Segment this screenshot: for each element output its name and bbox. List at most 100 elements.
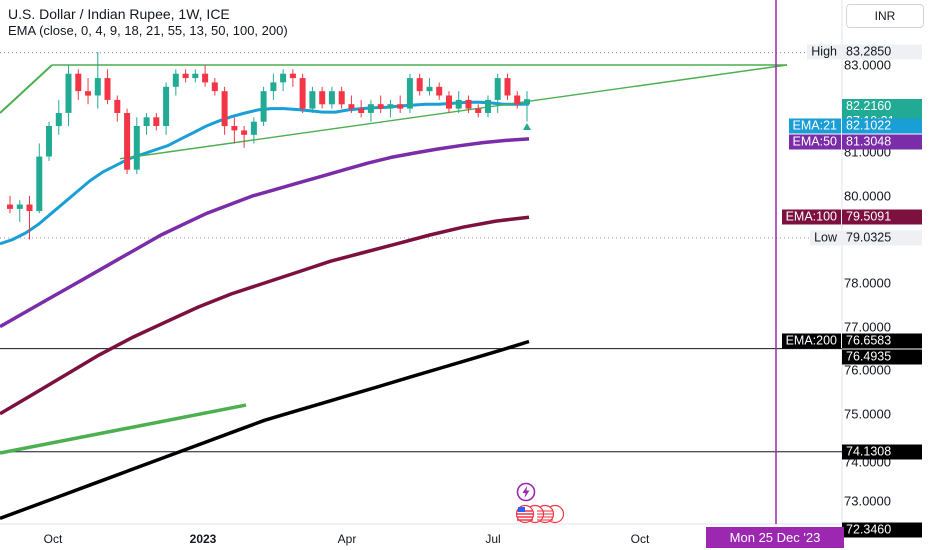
price-tag-value: 76.6583 [842, 333, 922, 349]
trendline-lower[interactable] [0, 403, 247, 455]
price-tag-label: EMA:200 [781, 333, 841, 349]
candle [406, 73, 413, 113]
candle [55, 99, 62, 135]
candle [260, 86, 267, 127]
candle [75, 69, 82, 100]
price-tick: 78.0000 [844, 275, 891, 291]
candle [358, 99, 365, 118]
candle [250, 117, 257, 144]
candle [65, 65, 72, 127]
candle [241, 126, 248, 148]
candle [153, 112, 160, 131]
ema-50-line[interactable] [0, 137, 530, 329]
candle [514, 91, 521, 109]
ema-21-line[interactable] [0, 100, 530, 246]
price-tag-label: High [807, 44, 841, 60]
candle [397, 95, 404, 113]
candle [163, 82, 170, 135]
price-tag-label: Low [810, 230, 841, 246]
price-tick: 80.0000 [844, 188, 891, 204]
candle [289, 69, 296, 87]
candle [377, 95, 384, 113]
ema-lines [0, 100, 530, 521]
price-tick: 77.0000 [844, 319, 891, 335]
time-label-2023: 2023 [189, 532, 217, 546]
candle [436, 82, 443, 100]
price-tick: 73.0000 [844, 493, 891, 509]
signal-triangle-icon[interactable] [523, 123, 531, 130]
us-flag-events-icon[interactable] [511, 504, 567, 524]
price-tag-value: 81.3048 [842, 134, 922, 150]
candle [280, 69, 287, 92]
price-tag-value: 82.1022 [842, 118, 922, 134]
last-price: 82.2160 [846, 99, 892, 113]
candle [426, 78, 433, 96]
price-tag-value: 72.3460 [842, 522, 922, 537]
time-label-jul: Jul [485, 532, 501, 546]
candle [202, 65, 209, 87]
candle [7, 195, 13, 214]
candle [46, 121, 52, 161]
time-label-oct: Oct [43, 532, 63, 546]
candle [328, 86, 335, 109]
time-label-apr: Apr [337, 532, 357, 546]
price-tag-value: 74.1308 [842, 444, 922, 460]
crosshair-time-badge: Mon 25 Dec '23 [706, 527, 844, 548]
currency-button[interactable]: INR [846, 4, 924, 28]
candle [221, 86, 228, 135]
ema-200-line[interactable] [0, 339, 530, 521]
candle [348, 95, 355, 113]
candle [309, 86, 316, 113]
candle [485, 95, 491, 118]
ema-100-line[interactable] [0, 215, 530, 416]
price-tag-label: EMA:100 [781, 209, 841, 225]
candle [367, 99, 374, 122]
candle [455, 91, 462, 113]
trendline-rising-support[interactable] [119, 64, 788, 160]
price-tag-label: EMA:21 [788, 118, 841, 134]
candle [94, 51, 101, 109]
trendline-left-rise[interactable] [0, 64, 53, 114]
trendlines[interactable] [0, 64, 788, 455]
price-tick: 83.0000 [844, 57, 891, 73]
candle [172, 69, 179, 96]
price-tag-value: 83.2850 [842, 44, 922, 60]
symbol-title[interactable]: U.S. Dollar / Indian Rupee, 1W, ICE [8, 6, 230, 22]
price-tag-value: 76.4935 [842, 349, 922, 365]
candle [104, 69, 111, 105]
candle [338, 86, 345, 109]
candle [211, 78, 218, 96]
horizontal-levels [0, 348, 842, 453]
candle [446, 91, 452, 113]
candles [7, 51, 530, 240]
candle [231, 117, 238, 144]
candle [319, 86, 326, 109]
price-tag-value: 79.5091 [842, 209, 922, 225]
candle [475, 104, 482, 118]
candle [124, 108, 131, 174]
candle [494, 73, 501, 113]
candle [465, 95, 472, 113]
candle [524, 91, 530, 122]
candle [270, 73, 277, 100]
candle [26, 195, 33, 240]
candle [85, 78, 91, 105]
price-tick: 76.0000 [844, 362, 891, 378]
lightning-icon[interactable] [514, 482, 538, 502]
price-tag-value: 79.0325 [842, 230, 922, 246]
indicator-legend[interactable]: EMA (close, 0, 4, 9, 18, 21, 55, 13, 50,… [8, 23, 288, 38]
time-label-oct-2: Oct [630, 532, 650, 546]
candle [299, 73, 306, 113]
candle [133, 117, 140, 174]
candle [387, 99, 394, 118]
candle [416, 73, 423, 96]
candle [36, 143, 43, 214]
candle [143, 112, 150, 135]
price-tag-label: EMA:50 [788, 134, 841, 150]
price-tick: 75.0000 [844, 406, 891, 422]
candle [114, 95, 121, 122]
candle [182, 69, 189, 83]
candle [192, 69, 199, 83]
candle [504, 73, 511, 100]
